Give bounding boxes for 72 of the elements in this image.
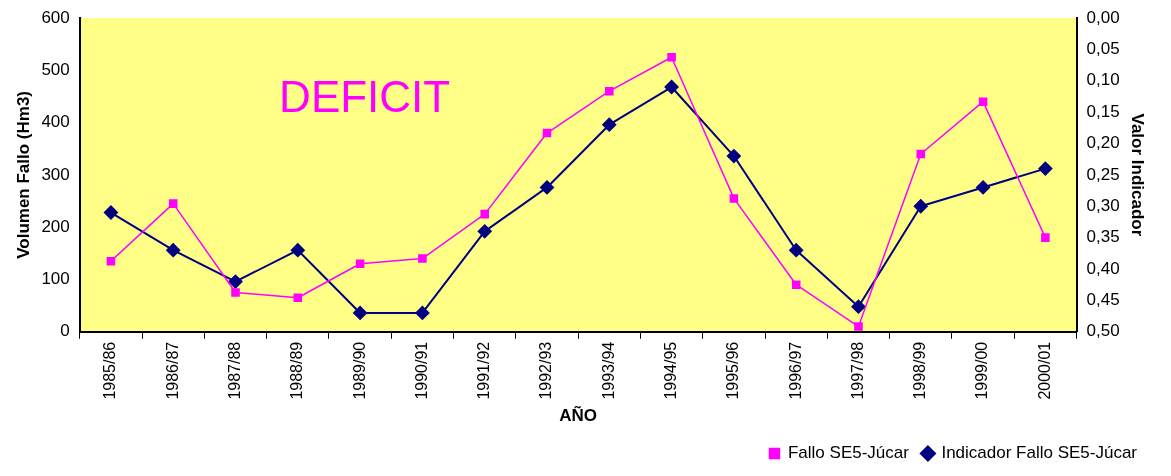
y2-tick-label: 0,35: [1086, 227, 1120, 247]
point: [667, 52, 676, 62]
x-tick-label: 1987/88: [225, 341, 243, 400]
point: [916, 149, 926, 159]
y2-axis-title: Valor Indicador: [1128, 113, 1148, 237]
point: [1038, 161, 1053, 176]
y2-tick-label: 0,15: [1086, 101, 1120, 121]
point: [602, 117, 617, 132]
legend-label: Fallo SE5-Júcar: [787, 443, 910, 463]
point: [293, 293, 303, 303]
x-tick-label: 1991/92: [475, 341, 493, 400]
point: [542, 128, 552, 138]
point: [166, 243, 181, 258]
y2-tick-label: 0,50: [1086, 321, 1120, 341]
x-tick-label: 1996/97: [786, 341, 804, 400]
x-tick-label: 1993/94: [599, 341, 617, 400]
x-axis-title: AÑO: [559, 405, 598, 426]
point: [106, 256, 116, 266]
point: [415, 305, 430, 320]
point: [791, 280, 801, 289]
x-tick-label: 1997/98: [848, 341, 866, 400]
point: [913, 199, 928, 214]
point: [1041, 233, 1050, 242]
x-tick-label: 1992/93: [537, 341, 555, 400]
point: [978, 97, 988, 106]
y2-tick-label: 0,20: [1086, 133, 1120, 153]
point: [477, 224, 492, 239]
point: [290, 243, 305, 258]
point: [726, 149, 741, 164]
y-axis-title: Volumen Fallo (Hm3): [13, 90, 33, 259]
y2-tick-label: 0,00: [1086, 7, 1120, 27]
point: [539, 180, 554, 195]
y2-tick-label: 0,10: [1086, 70, 1120, 90]
point: [355, 259, 365, 269]
point: [729, 194, 739, 203]
x-tick-label: 1986/87: [163, 341, 181, 400]
x-tick-label: 1994/95: [661, 341, 679, 400]
x-tick-label: 1985/86: [101, 341, 119, 400]
y-tick-label: 500: [41, 59, 70, 79]
y-tick-label: 600: [41, 7, 70, 27]
x-tick-label: 1990/91: [412, 341, 430, 400]
point: [664, 80, 679, 95]
y-tick-label: 0: [60, 321, 70, 341]
point: [605, 86, 614, 96]
point: [851, 299, 866, 314]
x-tick-label: 1998/99: [911, 341, 929, 400]
y-tick-label: 100: [41, 269, 70, 289]
point: [976, 180, 991, 195]
point: [353, 305, 368, 320]
point: [418, 254, 427, 263]
point: [228, 274, 243, 289]
point: [480, 209, 489, 219]
x-tick-label: 1999/00: [973, 341, 991, 400]
point: [789, 243, 804, 258]
point: [854, 322, 863, 331]
y-tick-label: 300: [41, 164, 70, 184]
y-tick-label: 400: [41, 112, 70, 132]
y2-tick-label: 0,05: [1086, 39, 1120, 59]
x-tick-label: 1995/96: [724, 341, 742, 400]
annotation: DEFICIT: [279, 71, 451, 121]
y-tick-label: 200: [41, 216, 70, 236]
point: [168, 199, 178, 208]
y2-tick-label: 0,45: [1086, 290, 1120, 310]
x-tick-label: 1988/89: [288, 341, 306, 400]
point: [231, 288, 240, 297]
x-tick-label: 1989/90: [350, 341, 368, 400]
y2-tick-label: 0,40: [1086, 258, 1120, 278]
y2-tick-label: 0,25: [1086, 164, 1120, 184]
y2-tick-label: 0,30: [1086, 195, 1120, 215]
x-tick-label: 2000/01: [1035, 341, 1053, 400]
point: [103, 205, 118, 220]
legend-label: Indicador Fallo SE5-Júcar: [941, 443, 1138, 463]
